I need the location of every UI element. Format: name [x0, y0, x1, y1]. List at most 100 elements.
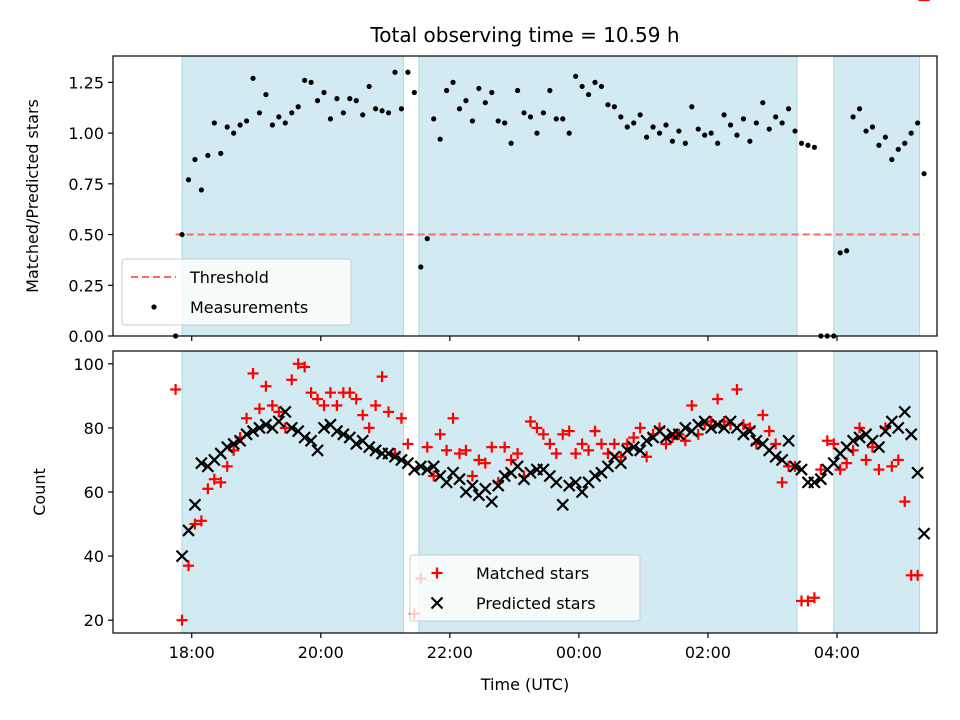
matched-star-point — [176, 614, 188, 626]
ratio-plot-frame — [112, 55, 938, 337]
y-tick-label: 0.25 — [68, 276, 104, 295]
ratio-legend-box — [121, 258, 352, 326]
matched-star-point — [731, 383, 743, 395]
measurement-point — [863, 128, 869, 134]
ratio-x-ticks — [191, 336, 838, 341]
matched-star-point — [854, 422, 866, 434]
predicted-star-points — [175, 405, 931, 563]
measurement-point — [560, 116, 566, 122]
measurement-point — [605, 102, 611, 108]
predicted-star-point — [369, 444, 382, 457]
predicted-star-point — [285, 421, 299, 435]
predicted-star-point-b — [724, 415, 737, 428]
matched-star-point — [563, 425, 575, 437]
measurement-point — [347, 96, 353, 102]
predicted-star-point — [511, 460, 524, 473]
predicted-star-point — [898, 405, 912, 419]
predicted-star-point — [304, 434, 318, 448]
predicted-star-point — [466, 479, 479, 492]
predicted-star-point-b — [401, 456, 415, 470]
matched-star-point — [589, 425, 601, 437]
measurement-point — [514, 87, 521, 94]
measurement-point — [289, 110, 295, 116]
matched-star-point — [660, 438, 672, 450]
predicted-star-point — [550, 476, 563, 489]
predicted-star-point — [259, 418, 273, 431]
predicted-star-point — [311, 444, 324, 457]
measurement-point — [915, 120, 921, 126]
predicted-star-point-b — [904, 428, 918, 441]
measurement-point — [740, 116, 747, 122]
predicted-star-point — [485, 495, 499, 508]
predicted-star-point — [188, 498, 202, 512]
measurement-point — [540, 110, 546, 116]
predicted-star-point-b — [659, 431, 673, 444]
measurement-point — [295, 104, 301, 110]
predicted-star-point-b — [750, 434, 763, 448]
predicted-star-point-b — [601, 460, 615, 473]
predicted-star-point — [195, 456, 208, 470]
predicted-star-point-b — [633, 444, 647, 457]
matched-star-point — [524, 416, 536, 427]
matched-star-point — [170, 383, 182, 395]
matched-star-point — [241, 412, 253, 424]
measurement-point — [444, 87, 450, 94]
predicted-star-point-b — [614, 456, 628, 470]
predicted-star-point — [182, 524, 195, 537]
observing-window-bottom-0 — [181, 350, 404, 634]
measurement-point — [650, 124, 656, 130]
measurement-point — [437, 136, 443, 142]
matched-star-point — [466, 470, 478, 482]
y-tick-label: 1.25 — [68, 73, 104, 92]
predicted-star-point-b — [440, 476, 453, 489]
predicted-star-point — [337, 428, 350, 441]
predicted-star-point-b — [698, 415, 711, 428]
measurement-point — [495, 118, 501, 124]
predicted-star-point — [917, 527, 931, 540]
measurement-point — [385, 110, 392, 116]
predicted-star-point-b — [188, 498, 202, 512]
matched-star-point — [305, 387, 317, 399]
measurement-point — [682, 140, 688, 146]
predicted-star-point-b — [427, 460, 440, 473]
measurement-point — [463, 98, 469, 104]
predicted-star-point-b — [917, 527, 931, 540]
matched-star-point — [544, 438, 556, 450]
count-y-ticks: 20 40 60 80 100 — [73, 355, 113, 630]
predicted-star-point-b — [453, 472, 466, 486]
predicted-star-point-b — [485, 495, 499, 508]
measurement-point — [566, 130, 572, 136]
predicted-star-point — [362, 440, 376, 454]
matched-star-point — [537, 428, 549, 440]
predicted-star-point — [349, 437, 363, 451]
predicted-star-point-b — [537, 463, 550, 476]
matched-star-point — [402, 438, 414, 450]
predicted-star-point-b — [253, 421, 266, 435]
predicted-star-point-b — [324, 418, 337, 431]
matched-star-point — [486, 441, 498, 453]
predicted-star-point — [240, 428, 253, 441]
predicted-star-point-b — [743, 424, 757, 438]
predicted-star-point-b — [653, 424, 666, 438]
measurement-point — [747, 138, 753, 144]
predicted-star-point — [743, 424, 757, 438]
matched-star-point — [324, 387, 336, 399]
predicted-star-point — [827, 456, 841, 470]
predicted-star-point — [808, 476, 821, 489]
measurement-point — [798, 140, 805, 146]
matched-star-point — [860, 454, 872, 466]
predicted-star-point-b — [272, 415, 286, 428]
measurement-point — [760, 100, 766, 106]
measurement-point — [811, 144, 818, 150]
predicted-star-point-b — [575, 485, 589, 499]
predicted-star-point-b — [298, 431, 311, 444]
predicted-star-point-b — [446, 466, 460, 480]
predicted-star-point — [562, 479, 576, 492]
matched-star-point — [363, 422, 375, 434]
matched-star-point — [828, 438, 840, 450]
measurement-point — [611, 104, 617, 110]
predicted-star-point-b — [756, 437, 770, 451]
measurement-point — [450, 79, 456, 85]
predicted-star-point-b — [704, 421, 718, 435]
predicted-star-point — [317, 421, 331, 435]
